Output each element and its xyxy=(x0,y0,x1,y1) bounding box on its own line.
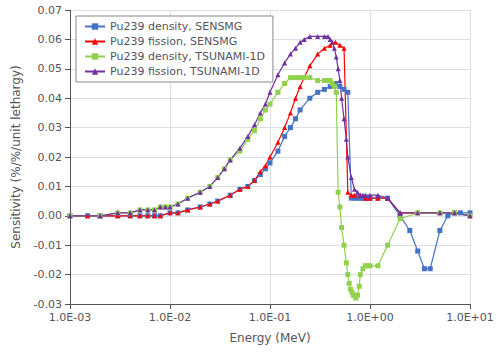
svg-text:1.0E-02: 1.0E-02 xyxy=(149,311,191,324)
svg-text:1.0E+01: 1.0E+01 xyxy=(446,311,494,324)
svg-text:0.03: 0.03 xyxy=(38,121,63,134)
svg-text:1.0E+00: 1.0E+00 xyxy=(346,311,394,324)
svg-text:0.00: 0.00 xyxy=(38,209,63,222)
svg-text:-0.01: -0.01 xyxy=(34,239,62,252)
svg-text:0.05: 0.05 xyxy=(38,62,63,75)
svg-text:-0.03: -0.03 xyxy=(34,298,62,311)
svg-text:Sensitivity (%/%/unit lethargy: Sensitivity (%/%/unit lethargy) xyxy=(9,65,23,248)
svg-text:Pu239 density, TSUNAMI-1D: Pu239 density, TSUNAMI-1D xyxy=(110,50,265,63)
svg-text:Pu239 fission, TSUNAMI-1D: Pu239 fission, TSUNAMI-1D xyxy=(110,65,260,78)
svg-text:1.0E-03: 1.0E-03 xyxy=(49,311,91,324)
svg-text:Pu239 density, SENSMG: Pu239 density, SENSMG xyxy=(110,20,242,33)
svg-text:0.06: 0.06 xyxy=(38,33,63,46)
svg-text:0.04: 0.04 xyxy=(38,92,63,105)
svg-text:0.01: 0.01 xyxy=(38,180,63,193)
svg-text:1.0E-01: 1.0E-01 xyxy=(249,311,291,324)
svg-text:0.02: 0.02 xyxy=(38,151,63,164)
svg-text:0.07: 0.07 xyxy=(38,4,63,17)
svg-text:Energy (MeV): Energy (MeV) xyxy=(229,331,310,345)
svg-text:-0.02: -0.02 xyxy=(34,268,62,281)
svg-text:Pu239 fission, SENSMG: Pu239 fission, SENSMG xyxy=(110,35,237,48)
